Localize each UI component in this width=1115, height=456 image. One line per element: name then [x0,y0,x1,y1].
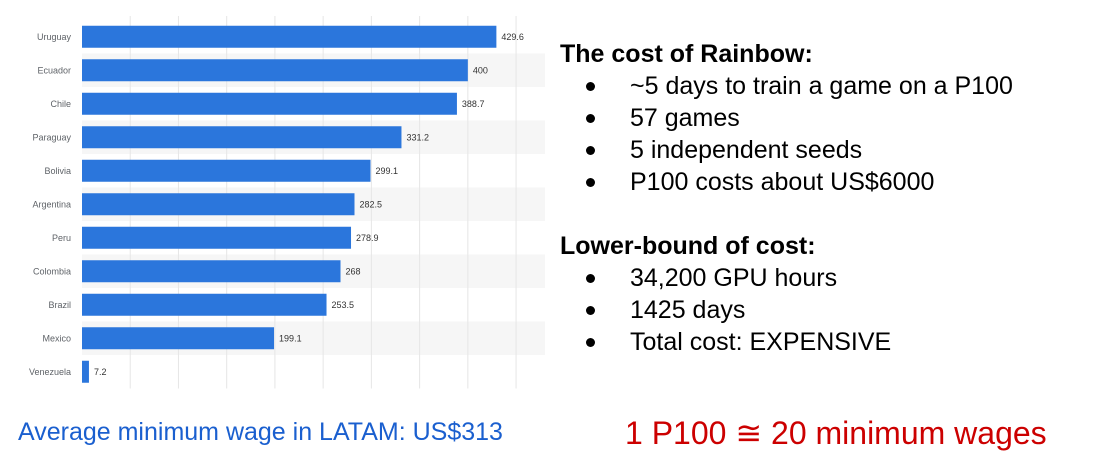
category-label: Paraguay [32,132,71,142]
category-label: Mexico [42,333,71,343]
list-item: 5 independent seeds [560,134,1100,166]
bar [82,126,402,149]
average-wage-caption: Average minimum wage in LATAM: US$313 [18,418,503,446]
value-label: 282.5 [359,199,382,209]
category-label: Peru [52,233,71,243]
bar [82,360,89,383]
value-label: 400 [473,65,488,75]
bar [82,293,327,316]
list-item: 1425 days [560,294,1100,326]
value-label: 331.2 [406,132,429,142]
category-label: Chile [50,99,71,109]
list-item: 57 games [560,102,1100,134]
lower-bound-list: 34,200 GPU hours 1425 days Total cost: E… [560,262,1100,358]
list-item: Total cost: EXPENSIVE [560,326,1100,358]
rainbow-cost-heading: The cost of Rainbow: [560,40,813,68]
category-label: Ecuador [37,65,71,75]
bar [82,92,457,115]
category-label: Argentina [32,199,71,209]
bar [82,59,468,82]
category-label: Bolivia [44,166,71,176]
value-label: 199.1 [279,333,302,343]
bar [82,193,355,216]
category-label: Colombia [33,266,71,276]
minimum-wage-bar-chart: Uruguay 429.6 Ecuador 400 Chile 388.7 Paraguay… [29,16,545,389]
value-label: 268 [346,266,361,276]
list-item: ~5 days to train a game on a P100 [560,70,1100,102]
list-item: 34,200 GPU hours [560,262,1100,294]
bar [82,159,371,182]
value-label: 429.6 [501,32,524,42]
bar [82,226,352,249]
bar [82,327,275,350]
lower-bound-heading: Lower-bound of cost: [560,232,816,260]
value-label: 388.7 [462,99,485,109]
category-label: Uruguay [37,32,72,42]
cost-panel: The cost of Rainbow: ~5 days to train a … [560,38,1100,358]
bar [82,25,497,48]
value-label: 253.5 [332,300,355,310]
value-label: 7.2 [94,367,107,377]
category-label: Brazil [48,300,71,310]
list-item: P100 costs about US$6000 [560,166,1100,198]
rainbow-cost-list: ~5 days to train a game on a P100 57 gam… [560,70,1100,198]
p100-wage-comparison-caption: 1 P100 ≅ 20 minimum wages [625,415,1047,451]
bar [82,260,341,283]
value-label: 299.1 [376,166,399,176]
category-label: Venezuela [29,367,71,377]
value-label: 278.9 [356,233,379,243]
